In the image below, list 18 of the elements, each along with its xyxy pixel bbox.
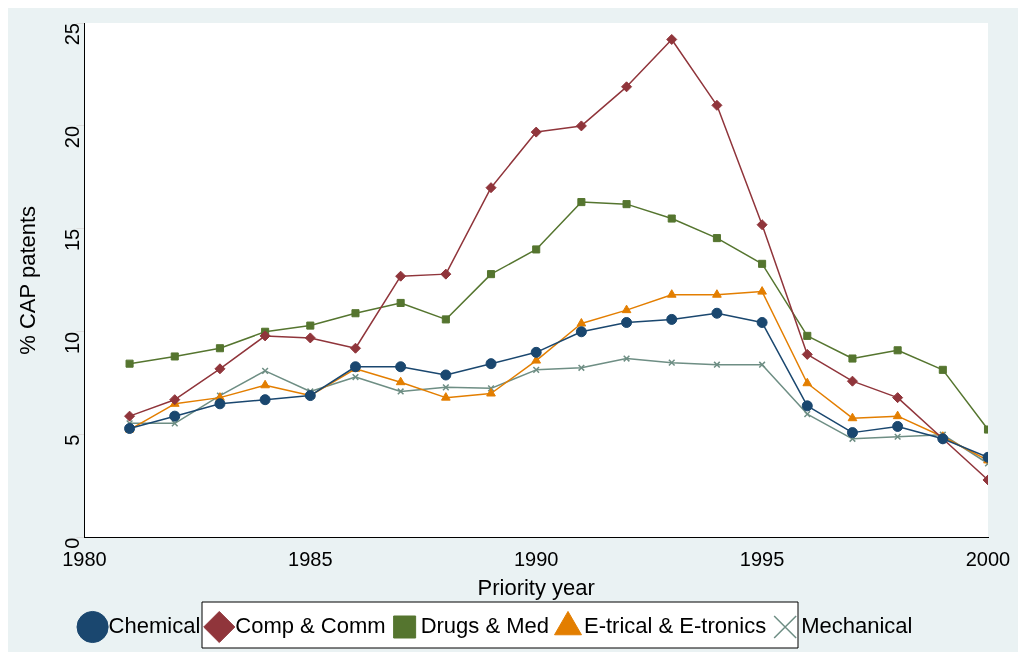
legend-label: Chemical	[108, 613, 201, 639]
x-tick-label: 1980	[62, 548, 107, 571]
y-tick-label: 20	[60, 125, 83, 149]
legend-label: Comp & Comm	[235, 613, 386, 639]
y-tick-label: 0	[60, 537, 83, 549]
y-tick-label: 15	[60, 228, 83, 252]
x-tick-label: 1995	[739, 548, 785, 571]
y-tick-label: 5	[60, 434, 83, 446]
legend-label: Mechanical	[801, 613, 913, 639]
x-axis-title: Priority year	[477, 574, 595, 600]
y-tick-label: 10	[60, 331, 83, 355]
y-axis-title: % CAP patents	[15, 205, 41, 355]
x-tick-label: 2000	[965, 548, 1011, 571]
legend-label: Drugs & Med	[420, 613, 550, 639]
y-tick-label: 25	[60, 23, 83, 46]
x-tick-label: 1990	[513, 548, 559, 571]
legend-label: E-trical & E-tronics	[584, 613, 767, 639]
x-tick-label: 1985	[288, 548, 333, 571]
